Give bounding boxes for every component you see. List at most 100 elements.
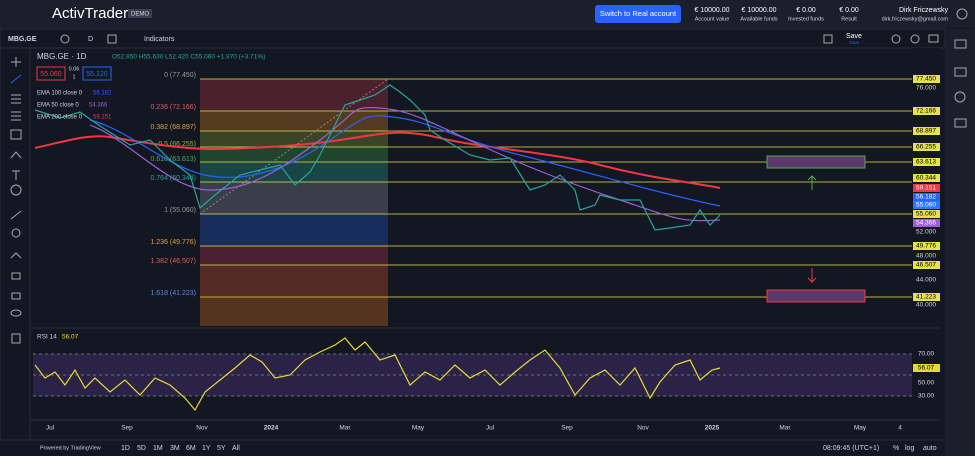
label[interactable]: 1D [121,445,130,452]
decoration [200,246,388,265]
stat-value: € 0.00 [839,7,859,14]
spread: 0.06 [69,66,80,72]
stat-label: Available funds [740,16,777,22]
label: 72.166 [916,108,936,115]
label: 55.060 [916,202,936,209]
qty: 1 [72,74,75,80]
label: 52.000 [916,229,936,236]
label: 1.236 (49.776) [150,239,196,246]
label: 1.382 (46.507) [150,258,196,265]
decoration [200,265,388,297]
ema-value: 56.182 [93,91,112,97]
label: 1.618 (41.223) [150,290,196,297]
label: 59.151 [916,185,936,192]
label: Nov [196,425,208,432]
label: 49.776 [916,243,936,250]
label[interactable]: 1Y [202,445,211,452]
ema-label: EMA 200 close 0 [37,115,83,121]
label: 40.000 [916,302,936,309]
label[interactable]: 5D [137,445,146,452]
label: 44.000 [916,277,936,284]
sell[interactable]: 55.060 [40,71,62,78]
label: 0 (77.450) [164,72,196,79]
label: May [412,425,425,432]
powered: Powered by TradingView [40,445,101,451]
label: 48.000 [916,253,936,260]
right-sidebar [945,29,975,456]
label: 46.507 [916,262,936,269]
decoration [200,297,388,326]
label: 2024 [264,425,279,432]
legend-title: MBG.GE · 1D [37,52,87,61]
decoration [200,182,388,214]
rsi-tick: 70.00 [918,351,935,358]
label: 63.613 [916,159,936,166]
label: Sep [121,425,133,432]
stat-value: € 10000.00 [694,7,729,14]
label[interactable]: 6M [186,445,196,452]
interval[interactable]: D [88,36,93,43]
cta-label[interactable]: Switch to Real account [600,9,677,18]
price-axis: 77.450 72.166 68.897 66.255 63.613 60.34… [912,48,940,328]
badge: DEMO [131,12,149,18]
label[interactable]: 5Y [217,445,226,452]
label: 54.366 [916,220,936,227]
label: Jul [486,425,495,432]
label: 41.223 [916,294,936,301]
label: Nov [637,425,649,432]
clock: 08:09:45 (UTC+1) [823,445,879,452]
label[interactable]: 3M [170,445,180,452]
stat-value: € 10000.00 [741,7,776,14]
percent[interactable]: % [893,445,899,452]
rsi-tick: 30.00 [918,393,935,400]
label: 66.255 [916,144,936,151]
user-name: Dirk Friczewsky [899,7,948,14]
auto[interactable]: auto [923,445,937,452]
ema-label: EMA 100 close 0 [37,91,83,97]
ema-label: EMA 50 close 0 [37,103,79,109]
label: 68.897 [916,128,936,135]
label: Mar [779,425,791,432]
tool-column [0,48,30,440]
ema-value: 54.366 [89,103,108,109]
log[interactable]: log [905,445,914,452]
label: 56.182 [916,194,936,201]
label: Jul [46,425,55,432]
label[interactable]: 1M [153,445,163,452]
stat-label: Account value [695,16,730,22]
stat-label: Result [841,16,857,22]
fib-zones [200,79,388,326]
long-target [767,156,865,168]
label: 0.382 (68.897) [150,124,196,131]
stat-label: Invested funds [788,16,824,22]
label: 1 (55.060) [164,207,196,214]
short-target [767,290,865,302]
label: 2025 [705,425,720,432]
save-sub: Save [849,40,860,45]
label[interactable]: All [232,445,240,452]
label: 55.060 [916,211,936,218]
stat-value: € 0.00 [796,7,816,14]
indicators[interactable]: Indicators [144,36,175,43]
decoration [200,79,388,111]
label: May [854,425,867,432]
symbol[interactable]: MBG.GE [8,36,37,43]
label: 4 [898,425,902,432]
rsi-badge-value: 56.07 [918,365,935,372]
label: Sep [561,425,573,432]
user-email: dirk.friczewsky@gmail.com [882,16,949,22]
decoration [200,162,388,182]
decoration [200,214,388,246]
save[interactable]: Save [846,33,862,40]
buy[interactable]: 55.120 [86,71,108,78]
label: 0.236 (72.166) [150,104,196,111]
logo: ActivTrader [52,5,128,22]
toolbar [0,29,945,48]
rsi-label: RSI 14 [37,334,57,341]
label: Mar [339,425,351,432]
label: 60.344 [916,175,936,182]
ohlc: O52.850 H55.630 L52.420 C55.060 +1.970 (… [112,54,265,61]
label: 76.000 [916,85,936,92]
rsi-value: 56.07 [62,334,79,341]
